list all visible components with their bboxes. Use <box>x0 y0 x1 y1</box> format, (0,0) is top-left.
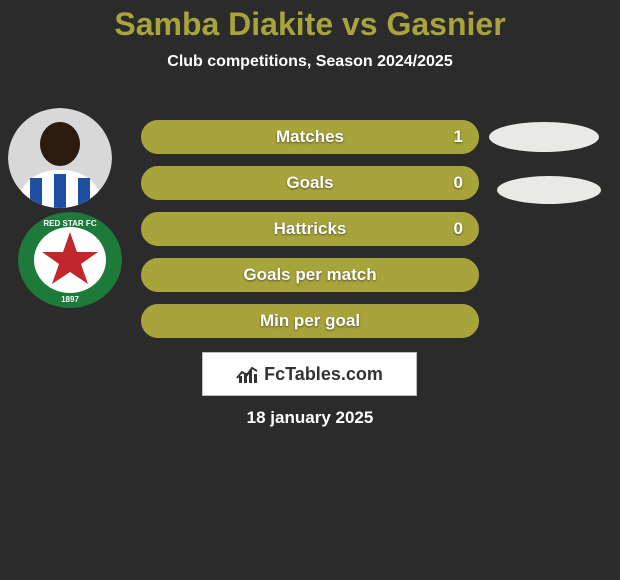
stat-bar: Goals 0 <box>141 166 479 200</box>
side-ellipse <box>497 176 601 204</box>
page-title: Samba Diakite vs Gasnier <box>0 0 620 43</box>
stat-bar: Goals per match <box>141 258 479 292</box>
stat-row: Goals 0 <box>141 166 479 200</box>
stat-bar: Hattricks 0 <box>141 212 479 246</box>
stat-label: Min per goal <box>260 311 360 331</box>
side-ellipse <box>489 122 599 152</box>
infographic-container: Samba Diakite vs Gasnier Club competitio… <box>0 0 620 580</box>
date: 18 january 2025 <box>0 408 620 428</box>
chart-icon <box>236 364 258 384</box>
stat-row: Matches 1 <box>141 120 479 154</box>
player-avatar-icon <box>8 108 112 208</box>
stat-row: Hattricks 0 <box>141 212 479 246</box>
watermark-text: FcTables.com <box>264 364 383 385</box>
club-badge-icon: RED STAR FC 1897 <box>18 212 122 308</box>
stat-row: Goals per match <box>141 258 479 292</box>
stat-value: 0 <box>454 173 463 193</box>
stat-row: Min per goal <box>141 304 479 338</box>
club-badge: RED STAR FC 1897 <box>18 212 122 308</box>
player-avatar <box>8 108 112 208</box>
club-label-top: RED STAR FC <box>43 219 96 228</box>
subtitle: Club competitions, Season 2024/2025 <box>0 53 620 71</box>
stat-bar: Min per goal <box>141 304 479 338</box>
stat-label: Goals per match <box>243 265 376 285</box>
stat-label: Goals <box>286 173 333 193</box>
watermark: FcTables.com <box>202 352 417 396</box>
club-label-bottom: 1897 <box>61 295 79 304</box>
stat-label: Matches <box>276 127 344 147</box>
stat-value: 1 <box>454 127 463 147</box>
stat-value: 0 <box>454 219 463 239</box>
stat-label: Hattricks <box>274 219 347 239</box>
stat-bar: Matches 1 <box>141 120 479 154</box>
